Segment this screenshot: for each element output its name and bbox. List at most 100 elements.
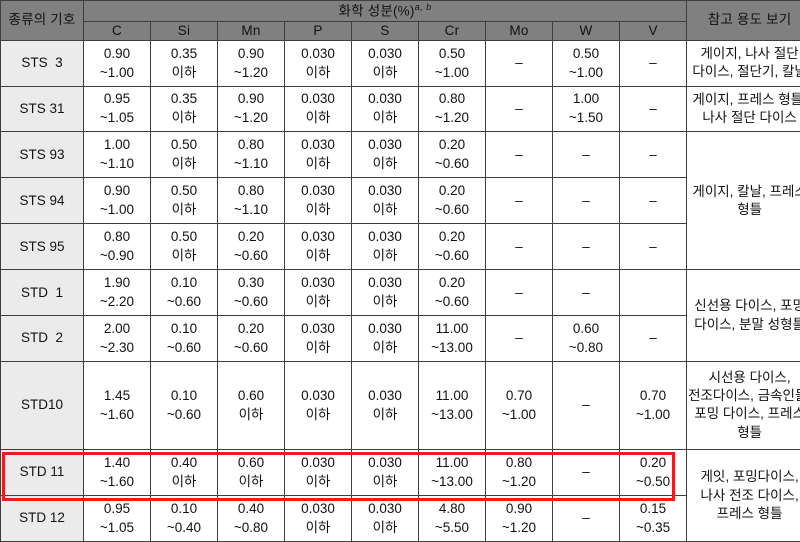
composition-min: 0.70 — [639, 387, 667, 403]
composition-max: ~0.60 — [434, 202, 470, 218]
composition-min: 0.90 — [103, 45, 131, 61]
grade-label: STD 1 — [0, 269, 84, 316]
composition-cell: 0.15 ~0.35 — [618, 494, 688, 542]
composition-max: 이하 — [372, 406, 398, 422]
composition-cell: 0.50 ~1.00 — [552, 39, 620, 87]
composition-min: 0.50 — [170, 183, 198, 199]
composition-max: ~0.60 — [434, 294, 470, 310]
composition-max: 이하 — [305, 64, 331, 80]
table-row: STS 31 0.95 ~1.05 0.35 이하 0.90 ~1.20 0.030 이하 0.0… — [0, 85, 800, 133]
composition-cell: 0.50 이하 — [150, 131, 218, 179]
composition-max: ~1.00 — [635, 406, 671, 422]
composition-min: 0.20 — [639, 454, 667, 470]
composition-min: 0.030 — [368, 45, 402, 61]
composition-min: 0.70 — [505, 387, 533, 403]
table-row: STS 94 0.90 ~1.00 0.50 이하 0.80 ~1.10 0.030 이하 0.0… — [0, 177, 800, 225]
composition-max: ~0.60 — [233, 248, 269, 264]
grade-label: STS 95 — [0, 223, 84, 271]
header-element-w: W — [552, 20, 620, 41]
composition-cell: 0.030 이하 — [284, 315, 352, 362]
composition-max: ~1.50 — [568, 110, 604, 126]
table-row: STD 12 0.95 ~1.05 0.10 ~0.40 0.40 ~0.80 0.030 이하… — [0, 494, 800, 542]
composition-min: 0.20 — [438, 183, 466, 199]
composition-max: 이하 — [372, 294, 398, 310]
composition-max: ~5.50 — [434, 519, 470, 535]
composition-cell: 0.10 ~0.60 — [150, 269, 218, 316]
composition-max: ~0.60 — [166, 294, 202, 310]
composition-min: 0.20 — [237, 229, 265, 245]
grade-label: STS 94 — [0, 177, 84, 225]
composition-max: ~1.05 — [99, 110, 135, 126]
composition-min: 0.60 — [237, 387, 265, 403]
composition-cell: – — [552, 449, 620, 496]
composition-min: 0.030 — [368, 91, 402, 107]
composition-cell: 0.030 이하 — [284, 223, 352, 271]
table-row: STD 11 1.40 ~1.60 0.40 이하 0.60 이하 0.030 이하 0.030 이… — [0, 449, 800, 542]
composition-min: 1.90 — [103, 274, 131, 290]
composition-max: ~0.60 — [166, 339, 202, 355]
composition-min: 0.80 — [103, 229, 131, 245]
composition-min: 0.030 — [301, 387, 335, 403]
header-usage: 참고 용도 보기 — [686, 0, 800, 41]
composition-max: 이하 — [171, 202, 197, 218]
composition-cell: 0.60 이하 — [217, 360, 285, 451]
composition-max: ~1.00 — [99, 202, 135, 218]
composition-min: 0.030 — [301, 45, 335, 61]
composition-cell: 0.030 이하 — [284, 449, 352, 496]
composition-min: 0.80 — [237, 137, 265, 153]
composition-min: 0.80 — [505, 454, 533, 470]
composition-max: 이하 — [171, 110, 197, 126]
composition-cell: 1.45 ~1.60 — [83, 360, 151, 451]
composition-cell: 0.90 ~1.00 — [83, 39, 151, 87]
composition-min: 0.40 — [170, 454, 198, 470]
composition-min: 0.35 — [170, 91, 198, 107]
composition-min: 0.030 — [301, 229, 335, 245]
composition-min: 0.50 — [170, 229, 198, 245]
composition-max: ~0.60 — [434, 156, 470, 172]
composition-min: 0.20 — [438, 274, 466, 290]
header-element-mo: Mo — [485, 20, 553, 41]
composition-cell: 0.030 이하 — [351, 223, 419, 271]
composition-min: 0.20 — [237, 320, 265, 336]
composition-max: ~1.20 — [434, 110, 470, 126]
composition-cell: 0.70 ~1.00 — [485, 360, 553, 451]
composition-max: 이하 — [305, 156, 331, 172]
composition-cell: – — [618, 177, 688, 225]
composition-min: 0.90 — [237, 45, 265, 61]
composition-max: ~2.20 — [99, 294, 135, 310]
composition-min: 0.030 — [301, 500, 335, 516]
composition-max: ~13.00 — [431, 474, 473, 490]
composition-cell: 0.90 ~1.00 — [83, 177, 151, 225]
composition-max: ~1.60 — [99, 474, 135, 490]
composition-cell: 0.030 이하 — [351, 39, 419, 87]
composition-min: 0.20 — [438, 229, 466, 245]
composition-cell: 0.030 이하 — [284, 269, 352, 316]
composition-max: ~1.05 — [99, 519, 135, 535]
composition-min: 0.030 — [301, 91, 335, 107]
composition-min: 0.10 — [170, 387, 198, 403]
composition-min: 0.50 — [572, 45, 600, 61]
composition-cell: 0.80 ~1.10 — [217, 177, 285, 225]
composition-cell: – — [485, 177, 553, 225]
composition-min: 0.10 — [170, 500, 198, 516]
composition-min: 0.10 — [170, 274, 198, 290]
composition-max: 이하 — [238, 474, 264, 490]
composition-min: 0.030 — [368, 454, 402, 470]
composition-cell: – — [485, 269, 553, 316]
usage-cell: 게이지, 칼날, 프레스 형틀 — [686, 131, 800, 271]
composition-max: 이하 — [305, 519, 331, 535]
composition-cell: – — [485, 131, 553, 179]
composition-min: 0.50 — [438, 45, 466, 61]
composition-min: 1.00 — [572, 91, 600, 107]
grade-label: STD 12 — [0, 494, 84, 542]
composition-min: 0.030 — [301, 274, 335, 290]
header-element-c: C — [83, 20, 151, 41]
composition-max: 이하 — [372, 110, 398, 126]
composition-min: 0.90 — [505, 500, 533, 516]
composition-max: ~0.80 — [233, 519, 269, 535]
composition-min: 11.00 — [435, 387, 469, 403]
composition-cell: 0.90 ~1.20 — [485, 494, 553, 542]
header-element-mn: Mn — [217, 20, 285, 41]
composition-min: 0.95 — [103, 500, 131, 516]
